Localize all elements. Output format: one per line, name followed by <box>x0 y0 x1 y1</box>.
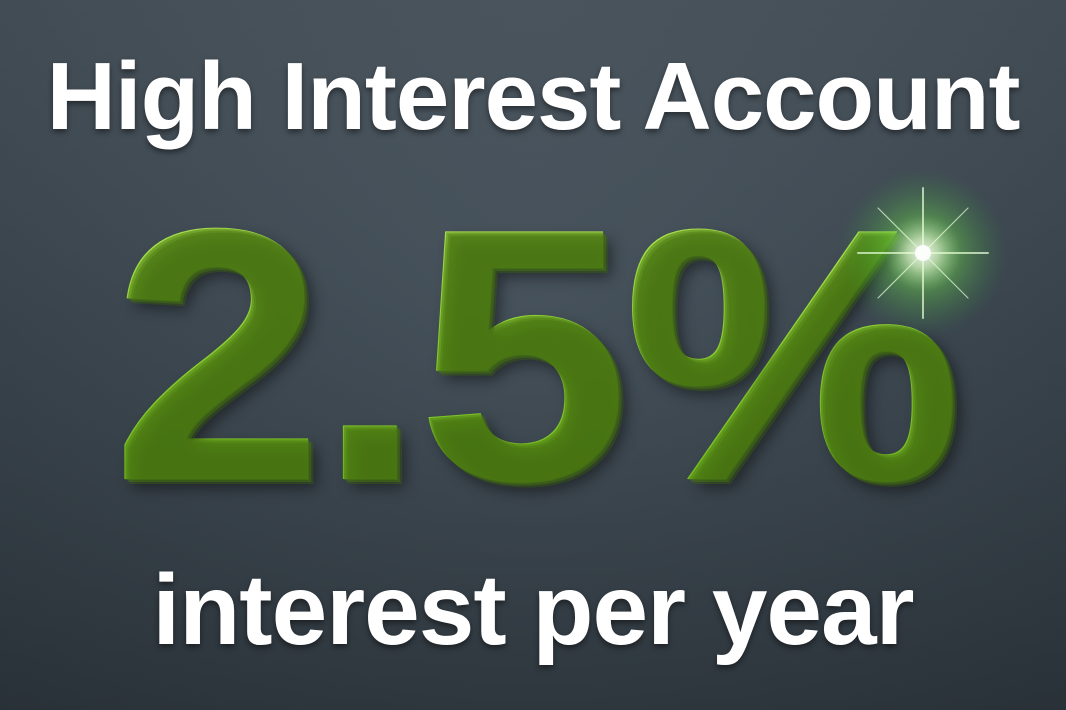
rate-display: 2.5% <box>0 154 1066 556</box>
subline: interest per year <box>152 554 914 666</box>
headline: High Interest Account <box>46 43 1021 150</box>
interest-rate: 2.5% <box>110 154 962 556</box>
